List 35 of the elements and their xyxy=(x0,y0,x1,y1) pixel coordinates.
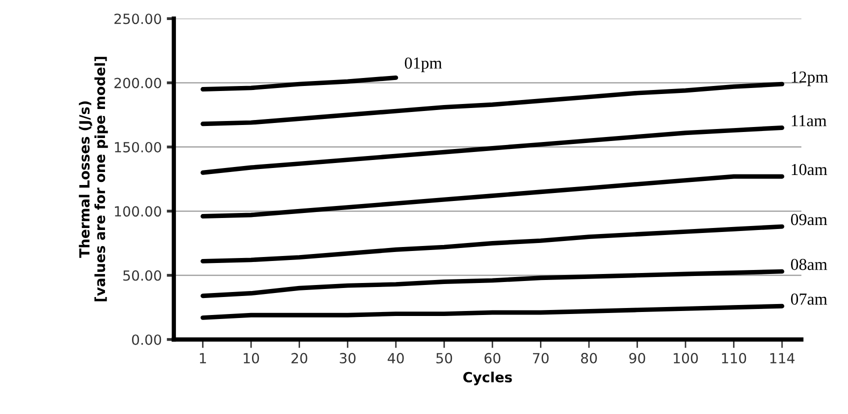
x-tick-label: 50 xyxy=(436,352,452,364)
line-series xyxy=(200,82,784,126)
x-tick-label: 10 xyxy=(244,352,259,364)
line-series xyxy=(200,174,784,218)
x-tick-label: 30 xyxy=(340,352,356,364)
x-tick-label: 80 xyxy=(581,352,597,364)
line-series xyxy=(200,224,784,264)
y-tick-label: 0.00 xyxy=(132,334,162,345)
x-axis-title: Cycles xyxy=(463,372,512,386)
x-tick-label: 1 xyxy=(200,353,206,364)
x-tick-label: 90 xyxy=(629,352,646,364)
x-tick-label: 100 xyxy=(674,352,698,364)
y-tick-label: 250.00 xyxy=(114,14,162,24)
y-tick-label: 100.00 xyxy=(114,206,162,217)
x-tick-label: 60 xyxy=(484,352,500,364)
series-label: 01pm xyxy=(404,57,442,72)
series-label: 08am xyxy=(791,258,828,270)
series-label: 12pm xyxy=(792,72,828,86)
x-tick-label: 114 xyxy=(770,353,795,364)
series-label: 07am xyxy=(791,293,828,305)
line-series xyxy=(200,125,784,175)
line-series xyxy=(200,269,784,298)
x-tick-label: 70 xyxy=(533,352,549,364)
y-tick-label: 150.00 xyxy=(114,142,162,152)
x-tick-label: 110 xyxy=(722,352,746,364)
x-tick-label: 40 xyxy=(388,352,404,364)
series-label: 11am xyxy=(792,115,827,126)
y-tick-label: 200.00 xyxy=(114,78,162,88)
y-tick-label: 50.00 xyxy=(123,270,162,281)
line-series xyxy=(200,304,784,320)
series-label: 10am xyxy=(792,164,828,176)
series-label: 09am xyxy=(791,214,828,226)
x-tick-label: 20 xyxy=(292,352,308,364)
y-axis-title: Thermal Losses (J/s) [values are for one pipe model] xyxy=(78,56,108,302)
line-series xyxy=(200,75,398,92)
